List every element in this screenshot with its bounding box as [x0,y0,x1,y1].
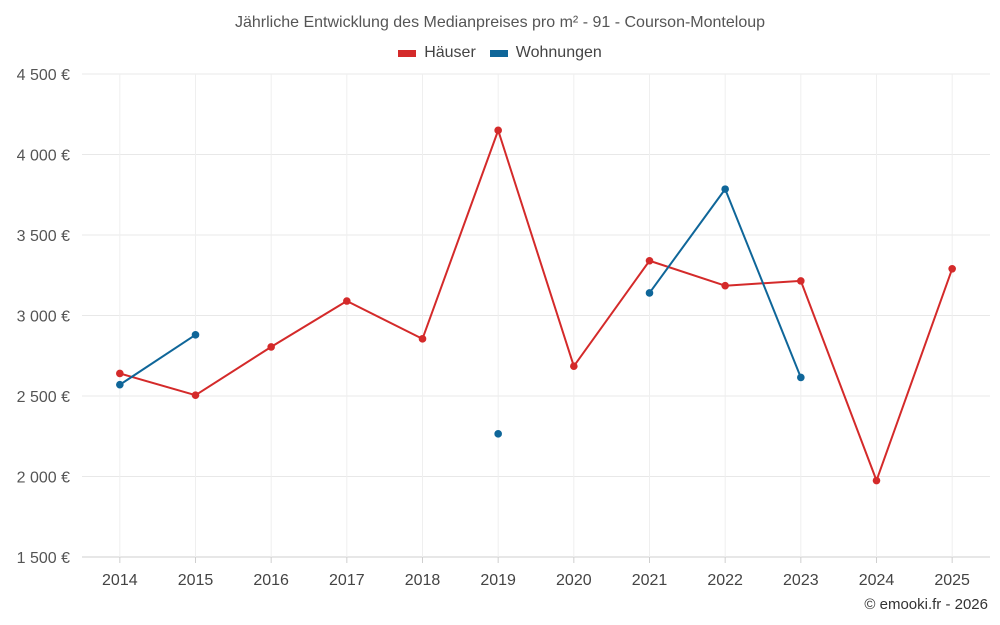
data-point-haeuser [948,265,956,273]
y-tick-label: 3 000 € [17,309,70,326]
data-point-haeuser [494,126,502,135]
data-point-haeuser [267,343,275,351]
data-point-haeuser [721,281,729,290]
x-tick-label: 2021 [632,572,668,589]
data-point-haeuser [570,362,578,371]
data-point-wohnungen [797,373,805,382]
series-line-wohnungen [119,333,197,386]
y-tick-label: 4 500 € [17,67,70,84]
x-tick-label: 2015 [178,572,214,589]
chart-title: Jährliche Entwicklung des Medianpreises … [234,14,766,31]
x-tick-label: 2019 [480,572,516,589]
data-point-wohnungen [494,430,502,438]
data-point-haeuser [343,297,351,305]
legend-item-wohnungen[interactable]: Wohnungen [489,44,602,62]
data-point-haeuser [191,391,200,399]
legend-item-haeuser[interactable]: Häuser [398,44,476,62]
series-line-haeuser [119,129,954,482]
legend: Häuser Wohnungen [0,44,1000,62]
y-tick-label: 3 500 € [17,228,70,245]
legend-swatch-haeuser [398,49,417,57]
x-tick-label: 2016 [253,572,289,589]
x-tick-label: 2014 [102,572,138,589]
x-tick-label: 2022 [707,572,743,589]
data-point-haeuser [645,256,654,265]
data-point-haeuser [116,369,124,378]
x-tick-label: 2017 [329,572,365,589]
data-point-haeuser [797,277,805,285]
legend-label-haeuser: Häuser [424,44,476,61]
y-tick-label: 2 000 € [17,470,70,487]
legend-swatch-wohnungen [489,49,508,57]
x-tick-label: 2023 [783,572,819,589]
data-point-wohnungen [645,289,654,297]
y-tick-label: 4 000 € [17,148,70,165]
data-point-haeuser [418,335,427,343]
legend-label-wohnungen: Wohnungen [515,44,602,61]
credit-text: © emooki.fr - 2026 [864,596,988,613]
x-tick-label: 2018 [405,572,441,589]
data-point-wohnungen [721,185,729,193]
x-tick-label: 2025 [934,572,970,589]
x-tick-label: 2024 [859,572,895,589]
data-point-wohnungen [116,380,124,389]
data-point-wohnungen [191,331,200,339]
data-point-haeuser [872,476,881,485]
y-tick-label: 2 500 € [17,389,70,406]
x-tick-label: 2020 [556,572,592,589]
y-tick-label: 1 500 € [17,550,70,567]
